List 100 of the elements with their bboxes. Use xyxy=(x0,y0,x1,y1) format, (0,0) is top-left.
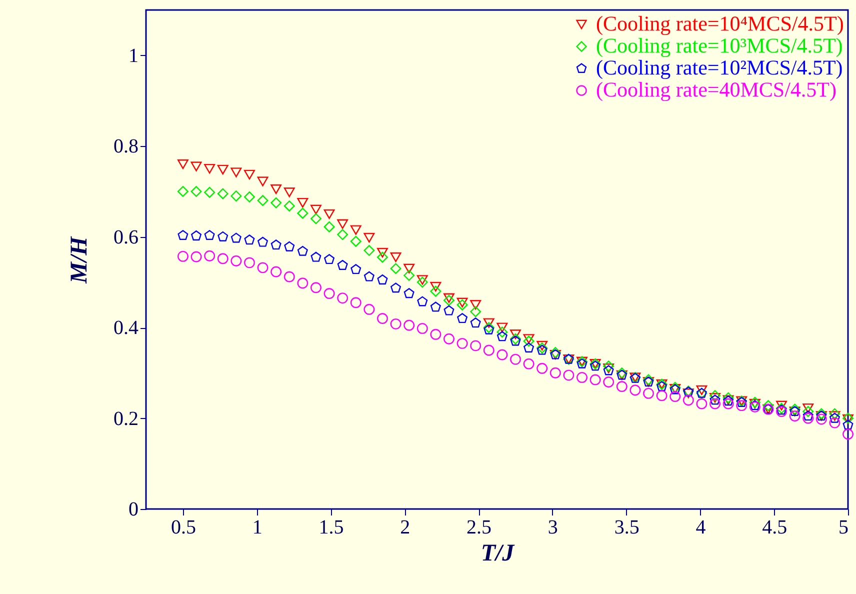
point xyxy=(510,333,521,344)
point xyxy=(324,209,335,219)
point xyxy=(483,344,494,356)
point xyxy=(696,385,708,395)
point xyxy=(390,318,402,330)
point xyxy=(337,229,348,240)
point xyxy=(350,264,362,274)
x-tick-label: 3 xyxy=(548,516,558,538)
point xyxy=(603,376,614,388)
y-axis-title: M/H xyxy=(66,235,92,284)
point xyxy=(324,254,334,264)
point xyxy=(337,292,348,304)
x-tick-label: 1.5 xyxy=(318,516,344,538)
point xyxy=(630,384,641,396)
point xyxy=(350,225,362,235)
point xyxy=(350,236,362,247)
point xyxy=(536,340,548,351)
point xyxy=(510,336,521,346)
point xyxy=(190,186,202,197)
point xyxy=(364,304,375,315)
x-tick-label: 4.5 xyxy=(762,516,788,538)
point xyxy=(218,231,228,242)
point xyxy=(802,403,814,414)
point xyxy=(190,251,202,262)
point xyxy=(496,349,508,360)
point xyxy=(722,398,734,410)
point xyxy=(297,198,308,208)
legend-label: (Cooling rate=10²MCS/4.5T) xyxy=(596,56,843,80)
point xyxy=(710,398,720,410)
point xyxy=(523,358,534,370)
x-tick-label: 1 xyxy=(252,516,262,538)
point xyxy=(496,331,508,342)
point xyxy=(177,186,188,197)
point xyxy=(364,244,375,256)
point xyxy=(376,248,388,258)
point xyxy=(244,191,255,202)
point xyxy=(337,260,348,270)
point xyxy=(390,252,402,262)
point xyxy=(616,381,628,392)
point xyxy=(310,204,322,214)
point xyxy=(324,288,335,299)
point xyxy=(390,263,402,274)
x-axis-title: T/J xyxy=(480,540,516,566)
point xyxy=(270,184,282,194)
point xyxy=(204,164,216,174)
point xyxy=(404,264,415,274)
point xyxy=(191,230,202,240)
point xyxy=(217,164,228,174)
point xyxy=(470,340,482,352)
point xyxy=(710,390,720,402)
point xyxy=(470,318,481,328)
point xyxy=(257,262,268,274)
point xyxy=(376,252,388,263)
point xyxy=(842,420,854,430)
x-tick-label: 2.5 xyxy=(466,516,492,538)
point xyxy=(829,417,840,428)
point xyxy=(444,305,454,316)
point xyxy=(284,271,295,282)
point xyxy=(364,232,375,243)
legend-label: (Cooling rate=10³MCS/4.5T) xyxy=(596,34,843,58)
point xyxy=(244,170,255,180)
point xyxy=(217,188,228,200)
point xyxy=(470,300,482,310)
point xyxy=(284,200,295,212)
point xyxy=(230,168,242,178)
point xyxy=(257,176,268,186)
point xyxy=(404,320,415,331)
point xyxy=(430,328,442,340)
point xyxy=(416,275,428,285)
point xyxy=(736,400,748,412)
y-tick-label: 0.2 xyxy=(114,408,138,430)
point xyxy=(510,330,521,340)
point xyxy=(310,282,322,294)
legend-label: (Cooling rate=40MCS/4.5T) xyxy=(596,78,836,102)
point xyxy=(230,190,242,202)
y-tick-label: 1 xyxy=(128,44,138,67)
point xyxy=(204,186,216,198)
point xyxy=(416,276,428,288)
point xyxy=(656,390,668,402)
point xyxy=(443,333,454,344)
point xyxy=(377,274,388,284)
point xyxy=(177,250,188,262)
point xyxy=(430,302,441,312)
point xyxy=(244,234,255,245)
y-tick-label: 0 xyxy=(128,498,138,520)
point xyxy=(430,282,442,292)
point xyxy=(310,213,322,224)
point xyxy=(536,362,548,374)
point xyxy=(470,306,482,318)
point xyxy=(510,354,521,365)
point xyxy=(523,336,534,347)
point xyxy=(204,230,215,240)
point xyxy=(524,342,534,353)
point xyxy=(523,334,534,344)
point xyxy=(284,188,295,198)
point xyxy=(802,406,814,417)
x-tick-label: 5 xyxy=(838,516,848,538)
point xyxy=(297,278,308,289)
point xyxy=(563,370,574,381)
x-tick-label: 3.5 xyxy=(614,516,640,538)
